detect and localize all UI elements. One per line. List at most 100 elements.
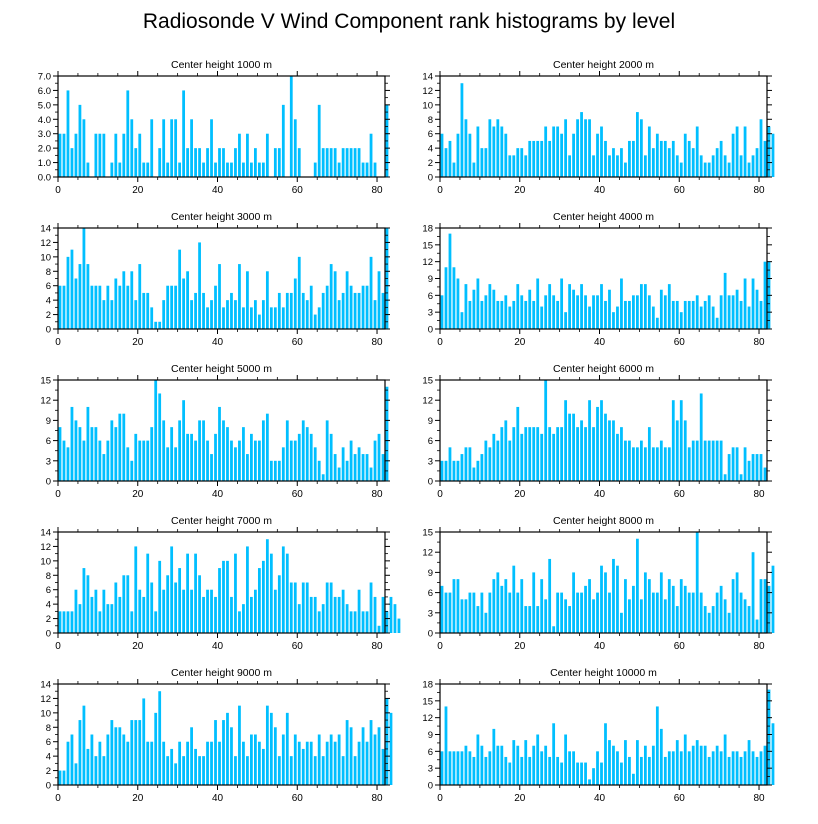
bar [552,126,556,177]
bar [624,440,627,481]
bar [723,474,727,481]
bar [261,420,265,481]
bar [508,762,512,785]
bar [86,162,90,177]
bar [349,611,353,633]
bar [592,295,595,329]
bar [142,440,146,481]
bar [70,734,74,785]
x-tick-label: 60 [674,793,686,804]
bar [78,604,82,633]
bar [444,460,448,481]
bar [293,278,297,329]
y-tick-label: 8 [428,115,433,126]
bar [608,592,611,633]
bar [134,148,138,177]
bar [122,133,126,177]
bar [78,264,82,329]
bar [277,460,281,481]
bar [520,433,524,481]
bar [592,155,595,177]
panel-4: Center height 4000 m 0 20 40 60 80 0 3 6 9 12 15 18 [422,211,772,348]
bar [222,560,225,633]
bar [536,606,540,633]
bar [548,140,552,177]
bar [464,284,468,329]
bar [186,741,189,785]
x-tick-label: 0 [437,185,443,196]
bar [639,119,643,177]
bar [480,300,484,329]
bar [608,289,611,329]
y-tick-label: 2 [428,158,433,169]
bar [106,285,110,329]
bar [190,119,193,177]
bar [771,723,775,785]
bar [496,300,500,329]
panel-1: Center height 1000 m 0 20 40 60 80 0.0 1.0 2.0 3.… [38,59,390,196]
bar [739,155,743,177]
bar [281,104,285,177]
bar [186,148,189,177]
bar [472,592,476,633]
bar [186,271,189,329]
bar [122,271,126,329]
y-tick-label: 8 [46,723,51,734]
bar [265,271,269,329]
bar [456,751,460,785]
bar [540,751,544,785]
bar [556,300,560,329]
bar [651,592,655,633]
bar [365,611,369,633]
bar [647,295,651,329]
panel-title: Center height 8000 m [553,515,654,527]
bar [528,606,532,633]
bar [468,300,472,329]
bar [273,148,277,177]
bar [349,440,353,481]
bar [747,740,751,785]
bar [242,427,245,481]
bar [122,413,126,481]
bar [146,741,150,785]
bar [325,582,329,633]
bar [102,454,106,481]
bar [58,427,62,481]
bar [524,427,528,481]
x-tick-label: 60 [292,793,304,804]
bar [138,264,142,329]
bar [246,756,249,785]
bar [281,546,285,633]
y-tick-label: 6 [46,436,51,447]
bar [735,289,739,329]
bar [345,604,349,633]
bar [381,596,385,633]
bar [655,133,659,177]
bar [226,427,229,481]
bar [604,723,607,785]
bar [584,762,587,785]
panel-title: Center height 10000 m [550,667,657,679]
bar [663,756,667,785]
bar [186,433,189,481]
bar [98,285,102,329]
bar [735,447,739,481]
bar [755,756,759,785]
bar [82,228,86,329]
bar [194,148,197,177]
bar [691,148,695,177]
bar [162,589,166,633]
bar [492,433,496,481]
bar [448,233,452,329]
bar [500,126,504,177]
bar [130,119,134,177]
bar [532,427,536,481]
bar [70,406,74,481]
bar [106,604,110,633]
bar [289,292,293,329]
x-tick-label: 60 [292,641,304,652]
bar [345,271,349,329]
y-tick-label: 0 [428,781,433,792]
bar [397,618,401,633]
bar [755,619,759,633]
